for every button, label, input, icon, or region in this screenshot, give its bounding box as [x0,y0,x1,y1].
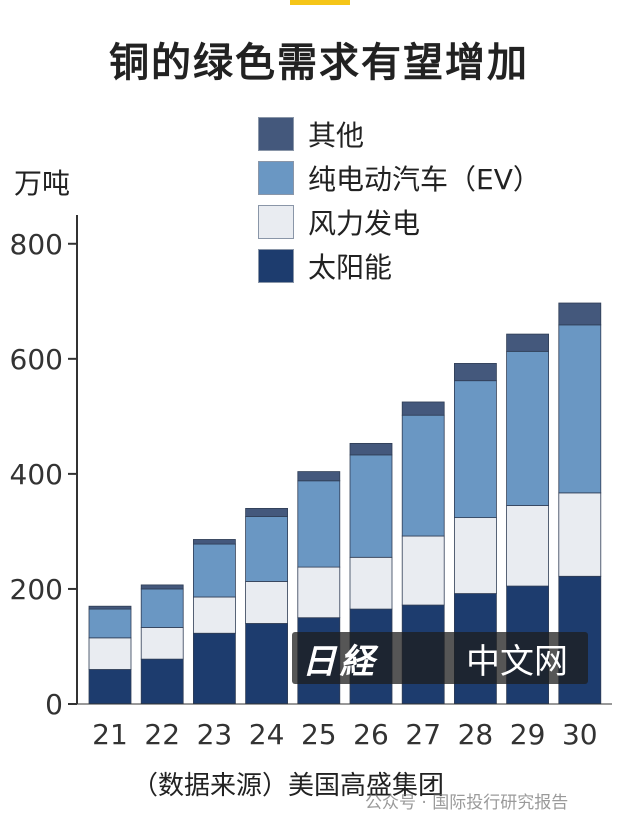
legend-item: 太阳能 [258,244,541,288]
y-tick-label: 200 [10,573,63,606]
bar-segment [192,632,236,705]
bar-segment [558,324,602,494]
bar-segment [453,363,497,382]
bar-segment [349,556,393,610]
bar-segment [140,584,184,590]
y-unit-label: 万吨 [14,167,71,200]
bar-segment [453,517,497,594]
bar-segment [297,471,341,482]
y-tick-label: 800 [10,228,63,261]
x-tick-label: 25 [301,718,337,751]
bar-segment [140,627,184,660]
x-tick-label: 29 [510,718,546,751]
bar-segment [245,516,289,582]
x-tick-label: 24 [249,718,285,751]
x-tick-label: 23 [197,718,233,751]
legend-label: 其他 [308,119,365,152]
bar-segment [401,535,445,606]
bar-segment [88,637,132,670]
bar-segment [506,333,550,352]
legend-item: 风力发电 [258,200,541,244]
legend-swatch [258,249,294,283]
bar-segment [192,543,236,598]
bar-segment [245,623,289,705]
page-title: 铜的绿色需求有望增加 [109,40,529,86]
legend-label: 太阳能 [308,251,393,284]
y-tick-label: 600 [10,343,63,376]
bar-segment [349,442,393,456]
footer-watermark: 公众号 · 国际投行研究报告 [365,793,569,813]
bar-segment [88,608,132,639]
nikkei-watermark: 日経 中文网 [292,632,588,684]
legend-swatch [258,117,294,151]
bar-segment [401,401,445,416]
source-note: （数据来源）美国高盛集团 [132,771,445,801]
bar-segment [506,505,550,587]
nikkei-logo: 日経 [302,641,378,682]
watermark-text: 中文网 [466,641,568,682]
bar-segment [558,302,602,326]
bar-segment [453,380,497,519]
x-tick-label: 27 [405,718,441,751]
bar-segment [349,454,393,558]
bar-segment [401,414,445,537]
y-tick-label: 400 [10,458,63,491]
bar-segment [140,658,184,705]
x-tick-label: 30 [562,718,598,751]
bar-segment [88,669,132,705]
legend: 其他纯电动汽车（EV） 风力发电太阳能 [258,112,541,288]
top-tab-marker [290,0,350,5]
bar-segment [192,539,236,545]
bar-segment [506,350,550,506]
bar-segment [297,480,341,568]
legend-item: 其他 [258,112,541,156]
legend-label: 风力发电 [308,207,421,240]
bar-segment [88,605,132,610]
x-tick-label: 21 [92,718,128,751]
bar-segment [297,566,341,619]
bar-segment [245,581,289,624]
bar-segment [140,588,184,628]
legend-label: 纯电动汽车（EV） [308,163,541,196]
x-tick-label: 28 [458,718,494,751]
bar-segment [245,507,289,517]
bar-segment [192,596,236,634]
legend-swatch [258,205,294,239]
x-tick-label: 26 [353,718,389,751]
x-tick-label: 22 [144,718,180,751]
legend-swatch [258,161,294,195]
legend-item: 纯电动汽车（EV） [258,156,541,200]
bar-segment [558,492,602,577]
y-tick-label: 0 [45,688,63,721]
